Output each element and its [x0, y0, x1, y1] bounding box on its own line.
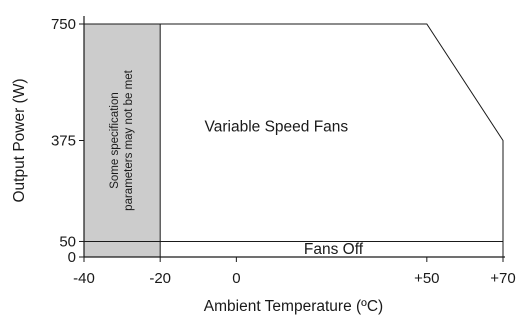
- shaded-note-line-1: Some specification: [109, 92, 121, 189]
- x-tick-label: -40: [73, 270, 95, 287]
- shaded-region: [83, 23, 161, 258]
- x-tick-label: -20: [149, 270, 171, 287]
- x-tick-label: 0: [232, 270, 240, 287]
- y-tick-label: 375: [51, 133, 76, 150]
- x-ticks: -40 -20 0 +50 +70: [73, 257, 516, 287]
- x-tick-label: +70: [490, 270, 515, 287]
- y-axis-title: Output Power (W): [11, 78, 28, 202]
- max-power-curve: [84, 23, 504, 257]
- y-tick-label: 0: [68, 249, 76, 266]
- x-tick-label: +50: [414, 270, 439, 287]
- region-label-fans-off: Fans Off: [304, 241, 364, 258]
- x-axis-title: Ambient Temperature (ºC): [204, 298, 383, 315]
- y-ticks: 050 375 750: [51, 16, 84, 266]
- y-tick-label: 50: [59, 233, 76, 250]
- region-label-variable-speed: Variable Speed Fans: [205, 119, 349, 136]
- shaded-note-line-2: parameters may not be met: [123, 69, 135, 210]
- y-tick-label: 750: [51, 16, 76, 33]
